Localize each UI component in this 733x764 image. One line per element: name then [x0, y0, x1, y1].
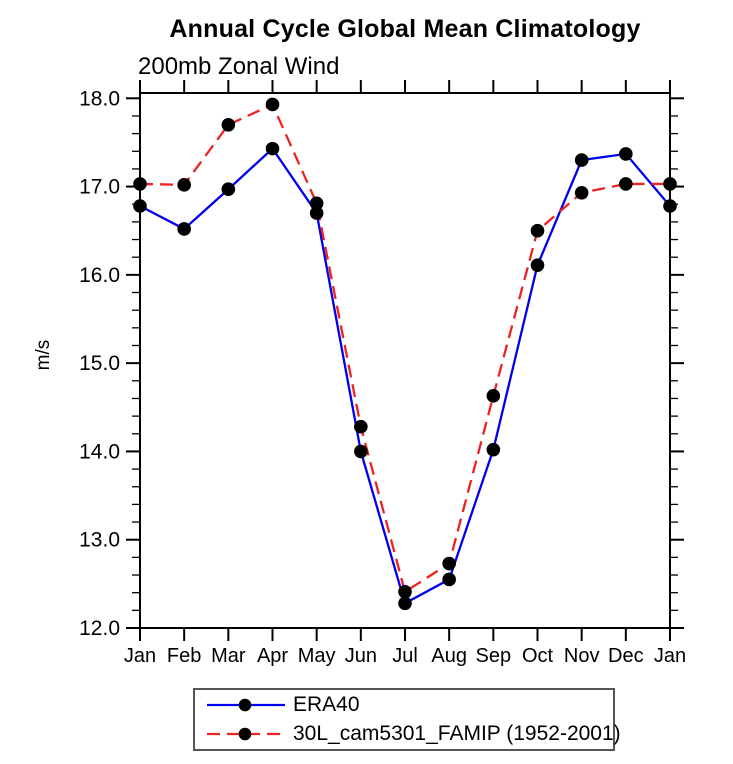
- data-point-marker-0: [133, 199, 147, 213]
- chart-subtitle: 200mb Zonal Wind: [138, 53, 340, 80]
- data-point-marker-0: [486, 442, 501, 457]
- data-point-marker-0: [265, 141, 280, 156]
- data-point-marker-1: [442, 556, 456, 571]
- y-tick-label: 15.0: [79, 352, 120, 375]
- data-point-marker-1: [663, 177, 677, 191]
- data-point-marker-1: [221, 117, 236, 132]
- plot-frame: [139, 92, 671, 629]
- data-point-marker-0: [177, 222, 191, 236]
- x-tick-label: Aug: [431, 645, 467, 667]
- y-tick-label: 14.0: [79, 440, 120, 463]
- legend-label-era40: ERA40: [293, 693, 360, 716]
- data-point-marker-1: [265, 97, 280, 112]
- y-tick-label: 17.0: [79, 176, 120, 199]
- x-tick-label: Nov: [564, 645, 600, 667]
- data-point-marker-0: [309, 206, 324, 220]
- x-tick-label: Jun: [345, 645, 377, 667]
- legend: ERA40 30L_cam5301_FAMIP (1952-2001): [193, 688, 621, 751]
- legend-marker: [238, 698, 252, 712]
- data-point-marker-0: [619, 147, 633, 161]
- legend-item-model: 30L_cam5301_FAMIP (1952-2001): [205, 720, 621, 748]
- y-tick-label: 18.0: [79, 87, 120, 110]
- legend-line-sample-era40: [207, 698, 285, 712]
- data-point-marker-1: [354, 419, 368, 434]
- data-point-marker-0: [574, 153, 589, 167]
- legend-marker: [238, 727, 252, 741]
- x-tick-label: Jan: [654, 645, 686, 667]
- y-tick-label: 13.0: [79, 529, 120, 552]
- data-point-marker-1: [574, 185, 589, 200]
- data-point-marker-0: [530, 258, 545, 272]
- data-point-marker-0: [442, 572, 456, 587]
- x-tick-label: May: [298, 645, 336, 667]
- x-tick-label: Jul: [392, 645, 418, 667]
- y-tick-label: 16.0: [79, 264, 120, 287]
- legend-label-model: 30L_cam5301_FAMIP (1952-2001): [293, 722, 621, 745]
- data-point-marker-0: [398, 596, 412, 611]
- x-tick-label: Feb: [167, 645, 201, 667]
- data-point-marker-1: [619, 177, 633, 191]
- data-point-marker-1: [177, 178, 191, 192]
- data-point-marker-1: [133, 177, 147, 191]
- data-point-marker-1: [530, 223, 545, 238]
- series-line-0: [139, 146, 671, 605]
- x-tick-label: Jan: [124, 645, 156, 667]
- data-point-marker-1: [398, 585, 412, 599]
- x-tick-label: Sep: [476, 645, 512, 667]
- x-tick-label: Dec: [608, 645, 644, 667]
- x-tick-label: Mar: [211, 645, 246, 667]
- data-point-marker-1: [309, 196, 324, 211]
- data-point-marker-0: [221, 182, 236, 197]
- data-point-marker-0: [663, 199, 677, 213]
- legend-line-sample-model: [207, 727, 285, 741]
- data-point-marker-0: [354, 444, 368, 459]
- series-line-1: [139, 102, 670, 594]
- data-point-marker-1: [486, 389, 501, 403]
- x-tick-label: Apr: [257, 645, 288, 667]
- legend-item-era40: ERA40: [205, 691, 613, 719]
- plot-area: 12.0 13.0 14.0 15.0 16.0 17.0 18.0 Jan Feb Mar Apr…: [79, 80, 686, 667]
- y-tick-label: 12.0: [79, 617, 120, 640]
- x-tick-label: Oct: [522, 645, 554, 667]
- chart-title: Annual Cycle Global Mean Climatology: [169, 15, 641, 43]
